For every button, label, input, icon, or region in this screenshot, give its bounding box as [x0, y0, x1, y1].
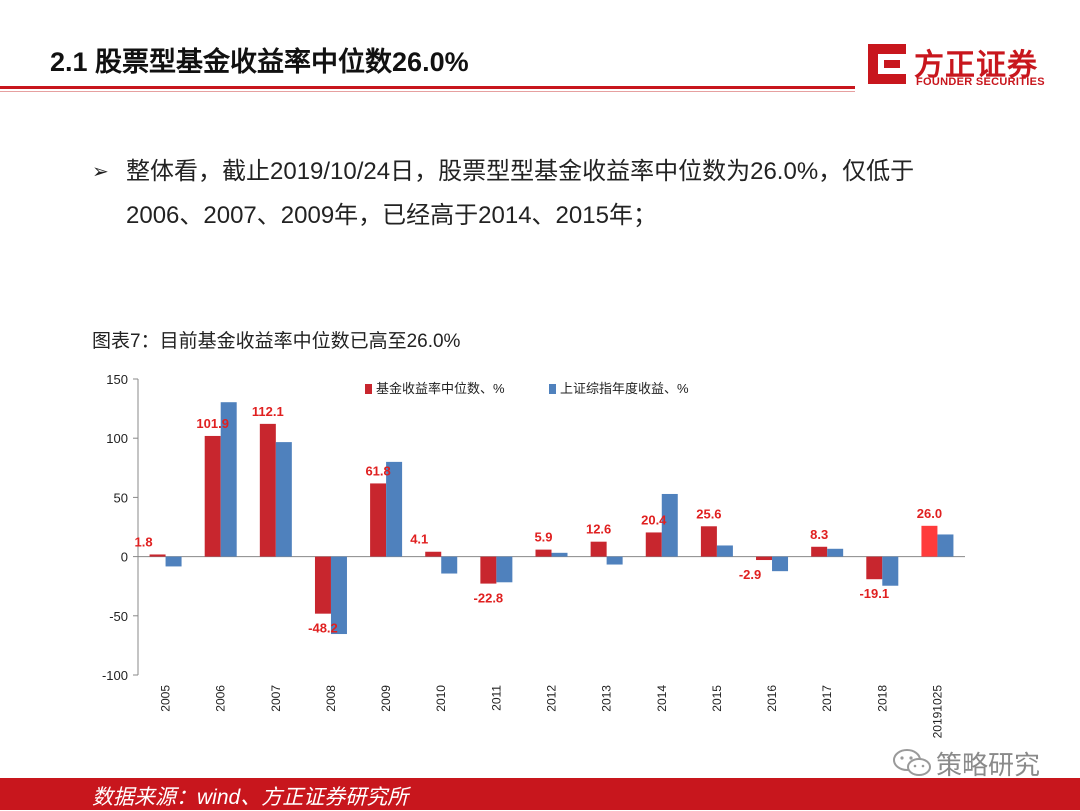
data-label: 8.3 [810, 527, 828, 542]
company-logo: 方正证券 FOUNDER SECURITIES [862, 40, 1052, 92]
bar-index-return [716, 545, 733, 557]
x-tick-label: 2007 [269, 685, 283, 712]
legend-swatch-index-return [549, 384, 556, 394]
title-divider [0, 86, 855, 89]
bar-fund-median [149, 554, 166, 557]
x-tick-label: 2013 [600, 685, 614, 712]
bullet-point: ➢ 整体看，截止2019/10/24日，股票型型基金收益率中位数为26.0%，仅… [92, 150, 1012, 238]
y-tick-label: -50 [109, 609, 128, 624]
x-tick-label: 2011 [489, 685, 503, 711]
bar-fund-median [590, 541, 607, 557]
data-label: 61.8 [365, 463, 390, 478]
x-tick-label: 2017 [820, 685, 834, 712]
bar-index-return [275, 442, 292, 557]
bar-index-return [441, 556, 458, 574]
data-label: 12.6 [586, 522, 611, 537]
data-label: 26.0 [917, 506, 942, 521]
y-tick-label: 100 [106, 431, 128, 446]
page-title: 2.1 股票型基金收益率中位数26.0% [50, 47, 469, 77]
bullet-line-1: 整体看，截止2019/10/24日，股票型型基金收益率中位数为26.0%，仅低于 [126, 158, 915, 185]
x-tick-label: 2016 [765, 685, 779, 712]
title-divider-thin [0, 91, 855, 92]
x-tick-label: 2015 [710, 685, 724, 712]
bar-fund-median [480, 556, 497, 584]
x-tick-label: 2009 [379, 685, 393, 712]
y-tick-label: -100 [102, 668, 128, 683]
bar-fund-median [370, 483, 387, 557]
bar-chart: 150 100 50 0 -50 -100 1.8 2005 101.9 2006 112.1 200… [102, 372, 965, 739]
bar-fund-median [921, 525, 938, 557]
bar-index-return [937, 534, 954, 557]
bullet-line-2: 2006、2007、2009年，已经高于2014、2015年； [126, 202, 657, 229]
watermark-text: 策略研究 [936, 750, 1041, 780]
founder-logo-icon [868, 44, 906, 84]
legend-label-fund-median: 基金收益率中位数、% [376, 381, 505, 396]
logo-subtitle: FOUNDER SECURITIES [916, 76, 1045, 88]
wechat-icon [893, 749, 931, 776]
arrow-bullet-icon: ➢ [92, 161, 109, 183]
data-label: 4.1 [410, 532, 428, 547]
bar-index-return [220, 402, 237, 557]
bar-index-return [165, 556, 182, 567]
bar-index-return [882, 556, 899, 586]
bar-fund-median [535, 549, 552, 557]
data-label: 101.9 [196, 416, 229, 431]
x-tick-label: 2012 [545, 685, 559, 712]
bar-index-return [386, 461, 403, 557]
y-tick-label: 150 [106, 372, 128, 387]
logo-name: 方正证券 [914, 49, 1038, 82]
data-source: 数据来源：wind、方正证券研究所 [92, 786, 409, 809]
x-tick-label: 2006 [214, 685, 228, 712]
bar-fund-median [314, 556, 331, 614]
bar-index-return [330, 556, 347, 635]
bar-fund-median [700, 526, 717, 557]
legend-swatch-fund-median [365, 384, 372, 394]
bar-fund-median [756, 556, 773, 561]
bar-fund-median [866, 556, 883, 580]
bar-index-return [772, 556, 789, 572]
bar-index-return [551, 552, 568, 557]
bar-fund-median [204, 435, 221, 557]
y-tick-label: 0 [121, 550, 128, 565]
x-tick-label: 2014 [655, 685, 669, 712]
data-label: 20.4 [641, 512, 667, 527]
data-label: -2.9 [739, 567, 761, 582]
bar-fund-median [811, 546, 828, 557]
data-label: 25.6 [696, 506, 721, 521]
chart-caption: 图表7：目前基金收益率中位数已高至26.0% [92, 331, 461, 352]
bar-fund-median [425, 551, 442, 557]
data-label: -48.2 [308, 621, 338, 636]
footer-bar: 数据来源：wind、方正证券研究所 [0, 778, 1080, 810]
x-tick-label: 2018 [875, 685, 889, 712]
bar-index-return [496, 556, 513, 583]
x-tick-label: 2005 [159, 685, 173, 712]
data-label: -19.1 [859, 586, 889, 601]
x-tick-label: 20191025 [930, 685, 944, 739]
bar-index-return [606, 556, 623, 565]
data-label: 1.8 [135, 534, 153, 549]
legend-label-index-return: 上证综指年度收益、% [560, 381, 689, 396]
x-tick-label: 2010 [434, 685, 448, 712]
data-label: -22.8 [474, 591, 504, 606]
bar-index-return [827, 548, 844, 557]
data-label: 5.9 [534, 530, 552, 545]
watermark: 策略研究 [892, 745, 1052, 780]
data-label: 112.1 [252, 404, 284, 419]
x-tick-label: 2008 [324, 685, 338, 712]
bar-index-return [661, 493, 678, 557]
bar-fund-median [645, 532, 662, 557]
y-tick-label: 50 [114, 490, 128, 505]
bar-fund-median [259, 423, 276, 557]
